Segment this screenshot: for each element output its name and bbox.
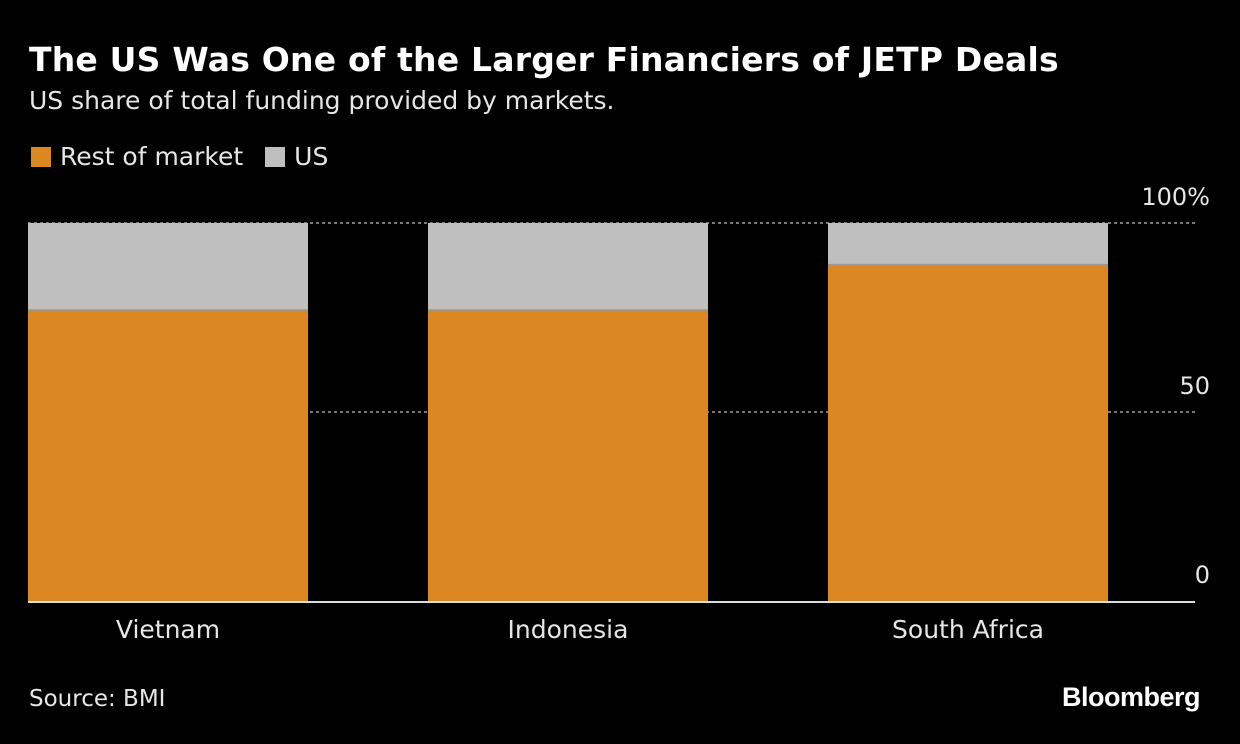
source-note: Source: BMI xyxy=(29,686,166,712)
x-tick-label: South Africa xyxy=(892,615,1044,644)
y-tick-label: 50 xyxy=(1179,372,1210,400)
legend-label-rest: Rest of market xyxy=(60,142,244,171)
x-tick-label: Vietnam xyxy=(116,615,220,644)
bar-rest-of-market xyxy=(28,309,308,601)
legend-swatch-rest xyxy=(31,146,51,167)
x-tick-label: Indonesia xyxy=(508,615,629,644)
bar-us xyxy=(828,223,1108,265)
bloomberg-logo: Bloomberg xyxy=(1061,682,1201,712)
chart-title: The US Was One of the Larger Financiers … xyxy=(29,40,1059,79)
legend-swatch-us xyxy=(265,146,286,167)
legend-label-us: US xyxy=(294,142,329,171)
bar-us xyxy=(428,223,708,310)
bar-rest-of-market xyxy=(428,309,708,601)
bar-rest-of-market xyxy=(828,264,1108,601)
legend-item-us: US xyxy=(265,142,328,171)
y-tick-label: 0 xyxy=(1195,561,1210,589)
legend: Rest of market US xyxy=(31,142,350,171)
legend-item-rest: Rest of market xyxy=(31,142,243,171)
y-tick-label: 100% xyxy=(1141,183,1210,211)
chart-subtitle: US share of total funding provided by ma… xyxy=(29,86,615,115)
bar-us xyxy=(28,223,308,310)
